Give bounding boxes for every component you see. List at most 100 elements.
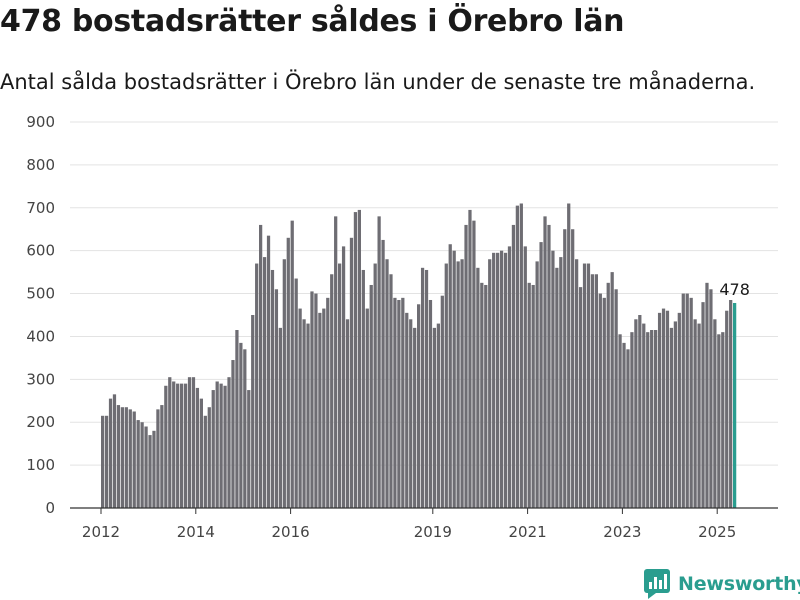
annotations: 478: [719, 280, 750, 299]
bar: [480, 282, 484, 508]
bar: [183, 383, 188, 508]
bar: [385, 259, 389, 508]
y-tick-label: 400: [26, 327, 55, 345]
bar: [717, 334, 721, 508]
bar: [381, 239, 385, 508]
bar: [721, 332, 725, 508]
x-tick-label: 2021: [509, 523, 547, 541]
bar: [634, 319, 638, 508]
bar: [436, 323, 440, 508]
bar: [472, 220, 476, 508]
bar: [223, 385, 227, 508]
bar: [286, 237, 290, 509]
bar: [124, 407, 128, 508]
y-tick-label: 500: [26, 285, 55, 303]
bar: [590, 274, 595, 508]
bar: [345, 319, 350, 508]
bar: [282, 259, 286, 508]
y-tick-label: 800: [26, 156, 55, 174]
bar: [365, 308, 369, 508]
bar: [563, 229, 567, 508]
bar: [409, 319, 413, 508]
bar: [172, 381, 176, 508]
bar: [152, 430, 156, 508]
brand[interactable]: Newsworthy: [644, 569, 800, 599]
bar: [507, 246, 512, 508]
bar: [428, 299, 433, 508]
bar: [602, 297, 606, 508]
bar: [413, 327, 417, 508]
bar: [298, 308, 302, 508]
bar: [180, 383, 184, 508]
bar: [539, 242, 543, 508]
bar: [646, 332, 650, 508]
bar: [468, 209, 472, 509]
bar: [677, 312, 681, 508]
bar: [160, 405, 164, 508]
bar: [642, 323, 646, 508]
bar: [239, 342, 243, 508]
bar: [259, 224, 263, 508]
x-tick-label: 2025: [698, 523, 736, 541]
bars: [101, 203, 737, 509]
bar: [290, 220, 294, 508]
bar: [377, 216, 381, 509]
bar: [251, 315, 255, 508]
bar: [551, 250, 555, 509]
bar: [519, 203, 523, 509]
bar: [543, 216, 547, 509]
bar: [349, 237, 354, 509]
bar: [235, 330, 239, 508]
bar: [136, 420, 140, 508]
bar: [661, 308, 666, 508]
bar: [274, 289, 279, 508]
bar: [657, 312, 662, 508]
bar-latest: [733, 302, 737, 508]
bar: [420, 267, 425, 508]
bar: [705, 282, 709, 508]
y-tick-label: 900: [26, 113, 55, 131]
bar: [148, 435, 152, 508]
bar: [144, 426, 148, 508]
bar: [302, 319, 306, 508]
bar: [681, 293, 685, 508]
y-tick-label: 200: [26, 413, 55, 431]
bar: [156, 409, 160, 508]
bar: [108, 398, 113, 508]
latest-value-label: 478: [719, 280, 750, 299]
bar: [555, 267, 559, 508]
bar: [665, 310, 670, 508]
bar: [207, 407, 211, 508]
bar: [334, 216, 338, 509]
bar: [306, 323, 310, 508]
bar: [231, 360, 235, 508]
bar: [626, 349, 630, 508]
bar: [389, 274, 393, 508]
bar: [176, 383, 180, 508]
bar: [247, 390, 251, 508]
bar: [278, 327, 282, 508]
y-tick-label: 100: [26, 456, 55, 474]
bar: [116, 405, 121, 508]
bar: [353, 212, 358, 508]
bar: [527, 282, 531, 508]
bar: [654, 330, 658, 508]
bar: [140, 422, 144, 508]
bar: [685, 293, 689, 508]
bar: [199, 398, 203, 508]
bar: [630, 332, 634, 508]
bar: [693, 319, 697, 508]
y-tick-label: 0: [45, 499, 55, 517]
bar: [326, 297, 330, 508]
bar: [515, 205, 519, 508]
y-axis-ticks: 0 100 200 300 400 500 600 700 800 900: [26, 113, 55, 517]
bar: [104, 415, 109, 508]
chart-subtitle: Antal sålda bostadsrätter i Örebro län u…: [0, 70, 756, 94]
bar: [582, 263, 587, 508]
bar: [432, 327, 437, 508]
bar: [393, 297, 397, 508]
bar: [294, 278, 298, 508]
bar: [586, 263, 591, 508]
bar: [357, 209, 361, 509]
